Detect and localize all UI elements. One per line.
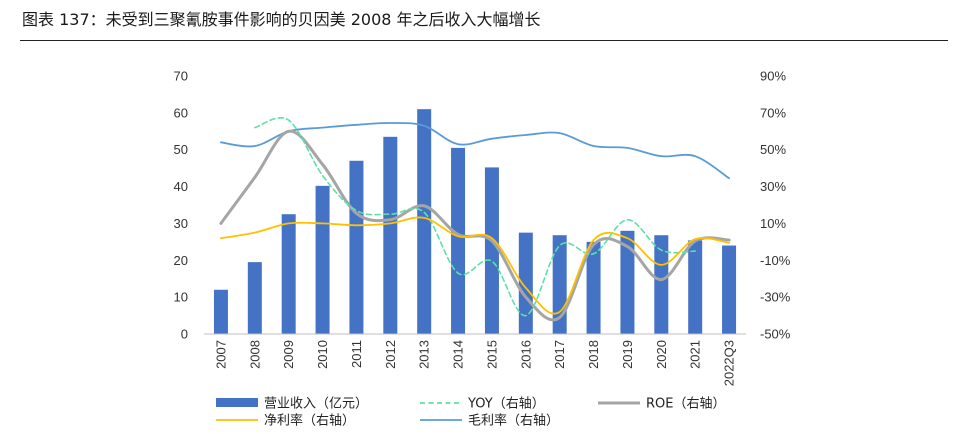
right-axis-tick-label: -30% (760, 290, 791, 305)
revenue-bars (213, 109, 737, 335)
revenue-bar (484, 167, 499, 334)
left-axis-tick-label: 40 (174, 179, 188, 194)
revenue-bar (213, 289, 228, 334)
right-axis-tick-label: 10% (760, 216, 786, 231)
revenue-bar (586, 241, 601, 334)
x-axis-ticks: 2007 2008 2009 2010 2011 2012 2013 2014 2015 2016… (213, 340, 736, 386)
x-axis-tick-label: 2019 (620, 340, 635, 369)
right-axis-tick-label: -10% (760, 253, 791, 268)
left-axis-tick-label: 50 (174, 142, 188, 157)
x-axis-tick-label: 2022Q3 (722, 340, 737, 386)
x-axis-tick-label: 2017 (552, 340, 567, 369)
yoy-line (254, 117, 696, 317)
right-axis-tick-label: -50% (760, 327, 791, 342)
revenue-bar (247, 262, 262, 334)
left-axis-tick-label: 70 (174, 69, 188, 84)
revenue-bar (688, 240, 703, 334)
x-axis-tick-label: 2020 (654, 340, 669, 369)
legend-label: YOY（右轴） (467, 397, 545, 412)
x-axis-tick-label: 2010 (315, 340, 330, 369)
revenue-bar (315, 185, 330, 334)
figure-title: 图表 137：未受到三聚氰胺事件影响的贝因美 2008 年之后收入大幅增长 (22, 10, 541, 29)
right-axis-tick-label: 50% (760, 142, 786, 157)
left-axis-tick-label: 30 (174, 216, 188, 231)
revenue-bar (281, 214, 296, 334)
legend-label: 营业收入（亿元） (264, 397, 368, 412)
x-axis-tick-label: 2009 (281, 340, 296, 369)
left-axis-tick-label: 0 (181, 327, 188, 342)
revenue-bar (518, 232, 533, 334)
x-axis-tick-label: 2016 (518, 340, 533, 369)
revenue-bar (654, 235, 669, 334)
left-axis-tick-label: 20 (174, 253, 188, 268)
revenue-bar (620, 230, 635, 334)
x-axis-tick-label: 2013 (417, 340, 432, 369)
x-axis-tick-label: 2008 (247, 340, 262, 369)
left-axis-tick-label: 10 (174, 290, 188, 305)
line-series (219, 117, 731, 322)
x-axis-tick-label: 2011 (349, 340, 364, 368)
revenue-bar (349, 160, 364, 334)
gross-margin-line (220, 122, 730, 180)
right-axis-ticks: -50% -30% -10% 10% 30% 50% 70% 90% (760, 69, 791, 342)
title-divider (20, 40, 948, 41)
x-axis-tick-label: 2014 (451, 340, 466, 369)
net-margin-line (220, 216, 730, 315)
right-axis-tick-label: 70% (760, 105, 786, 120)
revenue-bar (451, 147, 466, 334)
left-axis-tick-label: 60 (174, 105, 188, 120)
left-axis-ticks: 0 10 20 30 40 50 60 70 (174, 69, 188, 342)
x-axis-tick-label: 2007 (213, 340, 228, 369)
revenue-bar (417, 109, 432, 335)
roe-line (219, 129, 731, 322)
legend-label: 毛利率（右轴） (468, 413, 559, 429)
right-axis-tick-label: 90% (760, 69, 786, 84)
revenue-bar (383, 136, 398, 334)
revenue-bar (722, 245, 737, 334)
x-axis-tick-label: 2021 (688, 340, 703, 369)
legend-swatch (216, 398, 258, 407)
x-axis-tick-label: 2012 (383, 340, 398, 369)
legend-label: 净利率（右轴） (264, 413, 355, 429)
x-axis-tick-label: 2018 (586, 340, 601, 369)
legend: 营业收入（亿元） YOY（右轴） ROE（右轴） 净利率（右轴） 毛利率（右轴） (216, 397, 725, 429)
x-axis-tick-label: 2015 (484, 340, 499, 369)
right-axis-tick-label: 30% (760, 179, 786, 194)
legend-label: ROE（右轴） (646, 397, 725, 412)
